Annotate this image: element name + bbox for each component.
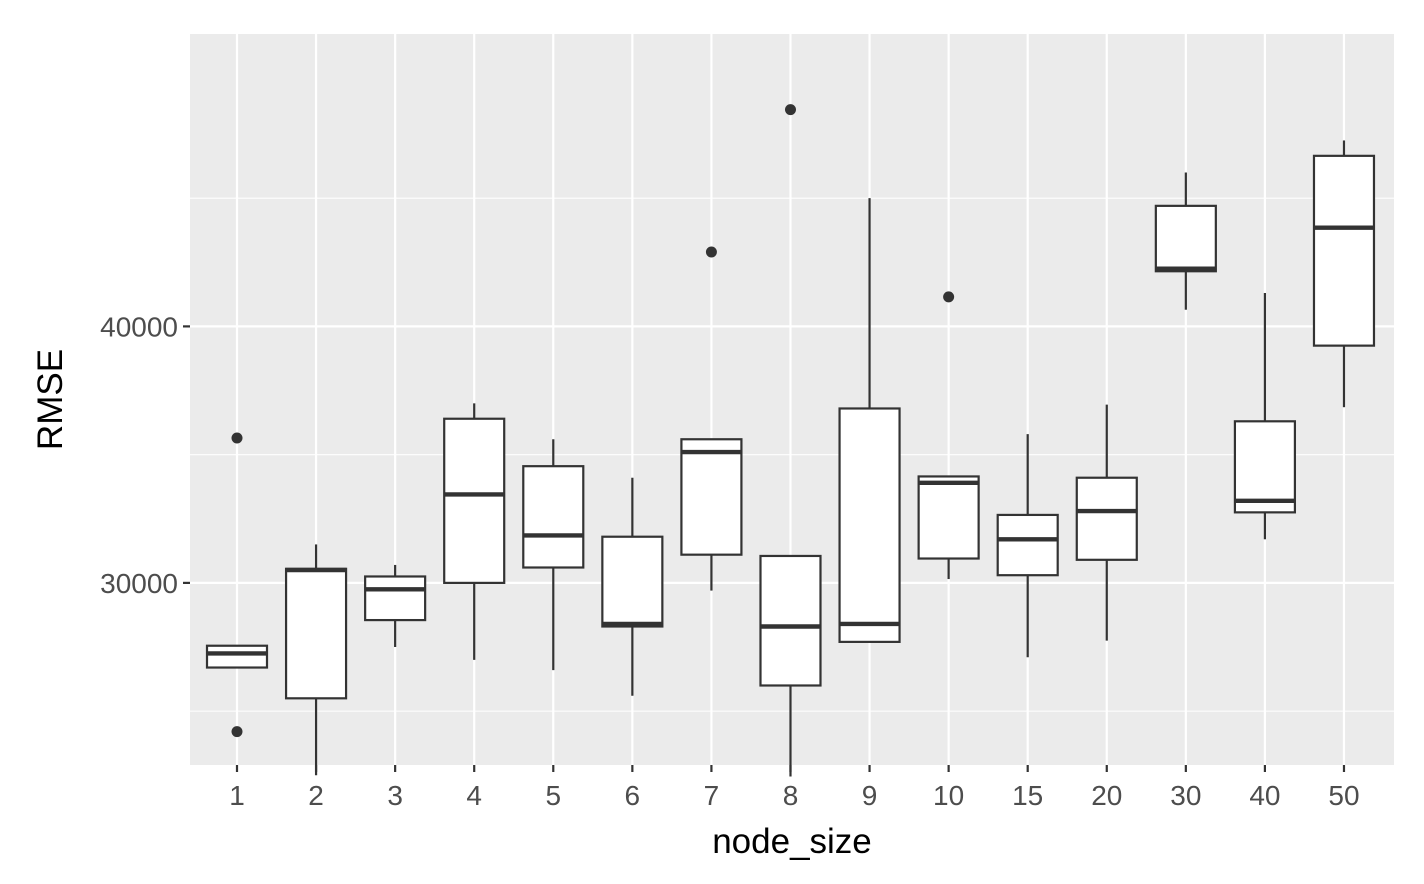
x-tick-label: 30: [1170, 780, 1201, 811]
y-tick-label: 40000: [100, 311, 178, 342]
outlier-point: [706, 247, 717, 258]
box-body: [286, 569, 346, 699]
box-body: [444, 419, 504, 583]
x-tick-label: 9: [862, 780, 878, 811]
x-tick-label: 4: [466, 780, 482, 811]
box-body: [760, 556, 820, 686]
x-axis-title: node_size: [712, 822, 872, 861]
box-body: [840, 408, 900, 641]
box-body: [998, 515, 1058, 575]
x-tick-label: 15: [1012, 780, 1043, 811]
outlier-point: [232, 432, 243, 443]
x-tick-label: 8: [783, 780, 799, 811]
outlier-point: [785, 104, 796, 115]
outlier-point: [232, 726, 243, 737]
x-tick-label: 40: [1249, 780, 1280, 811]
x-tick-label: 6: [625, 780, 641, 811]
box-body: [1156, 206, 1216, 271]
y-axis-title: RMSE: [31, 349, 70, 450]
x-tick-label: 2: [308, 780, 324, 811]
box-body: [207, 646, 267, 668]
x-tick-label: 5: [545, 780, 561, 811]
x-tick-label: 1: [229, 780, 245, 811]
y-tick-label: 30000: [100, 568, 178, 599]
box-body: [1077, 478, 1137, 560]
box-body: [602, 537, 662, 627]
box-body: [1314, 156, 1374, 346]
x-tick-label: 50: [1328, 780, 1359, 811]
x-tick-label: 7: [704, 780, 720, 811]
x-tick-label: 20: [1091, 780, 1122, 811]
box-body: [365, 576, 425, 620]
x-tick-label: 3: [387, 780, 403, 811]
x-axis: 1 2 3 4 5 6 7 8 9 10 15 20 30 40 50: [229, 765, 1359, 811]
box-body: [523, 466, 583, 567]
box-body: [919, 476, 979, 558]
x-tick-label: 10: [933, 780, 964, 811]
box-body: [681, 439, 741, 554]
y-axis: 30000 40000: [100, 311, 190, 598]
outlier-point: [943, 291, 954, 302]
